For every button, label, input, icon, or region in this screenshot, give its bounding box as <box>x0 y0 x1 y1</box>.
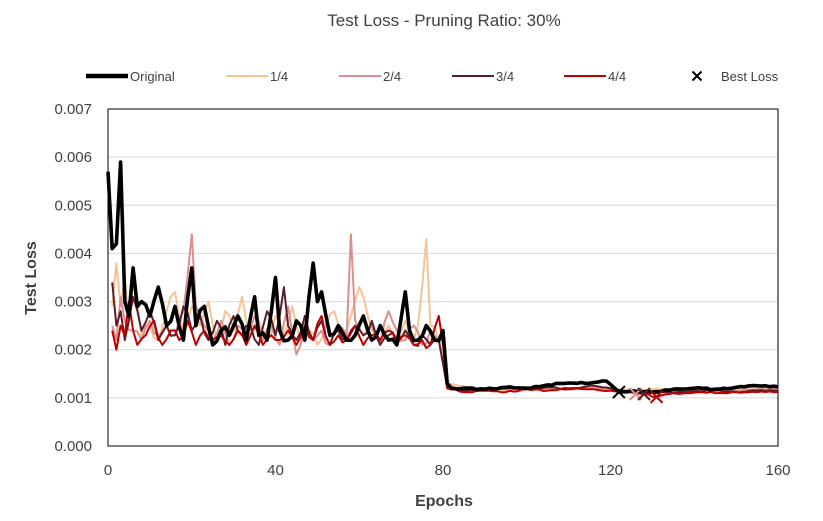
legend-label: 4/4 <box>608 69 626 84</box>
marker-stroke <box>649 390 664 404</box>
legend-label: 1/4 <box>270 69 288 84</box>
x-axis-title: Epochs <box>415 493 473 510</box>
legend: Original 1/4 2/4 3/4 4/4 Best Loss <box>86 69 779 84</box>
legend-label: Original <box>130 69 175 84</box>
legend-label: Best Loss <box>721 69 779 84</box>
y-tick-label: 0.004 <box>54 245 92 262</box>
legend-label: 3/4 <box>496 69 514 84</box>
chart-title: Test Loss - Pruning Ratio: 30% <box>327 11 560 30</box>
series-line-Original <box>106 160 779 394</box>
y-axis-title: Test Loss <box>23 241 40 315</box>
x-tick-label: 0 <box>104 462 112 479</box>
x-tick-label: 40 <box>267 462 284 479</box>
y-tick-label: 0.000 <box>54 438 92 455</box>
x-tick-label: 120 <box>598 462 623 479</box>
legend-item-Original: Original <box>86 69 175 84</box>
y-tick-label: 0.007 <box>54 101 92 118</box>
plot-area <box>107 108 779 447</box>
best-loss-marker <box>649 390 664 404</box>
marker-stroke <box>637 387 651 401</box>
best-loss-marker <box>637 387 651 401</box>
legend-item-3-4: 3/4 <box>452 69 514 84</box>
best-loss-markers <box>612 385 664 404</box>
x-axis-ticks: 0 40 80 120 160 <box>104 462 791 479</box>
series-layer <box>106 160 779 398</box>
legend-label: 2/4 <box>383 69 401 84</box>
legend-item-2-4: 2/4 <box>339 69 401 84</box>
legend-swatch <box>691 70 703 82</box>
legend-item-1-4: 1/4 <box>226 69 288 84</box>
y-tick-label: 0.002 <box>54 342 92 359</box>
y-tick-label: 0.001 <box>54 390 92 407</box>
y-tick-label: 0.005 <box>54 197 92 214</box>
y-axis-ticks: 0.000 0.001 0.002 0.003 0.004 0.005 0.006 0.007 <box>54 101 92 455</box>
y-tick-label: 0.006 <box>54 149 92 166</box>
marker-stroke <box>612 385 626 399</box>
x-tick-label: 80 <box>435 462 452 479</box>
best-loss-marker <box>612 385 626 399</box>
legend-item-best-loss: Best Loss <box>691 69 779 84</box>
x-tick-label: 160 <box>765 462 790 479</box>
gridlines <box>108 108 778 447</box>
legend-item-4-4: 4/4 <box>564 69 626 84</box>
y-tick-label: 0.003 <box>54 294 92 311</box>
